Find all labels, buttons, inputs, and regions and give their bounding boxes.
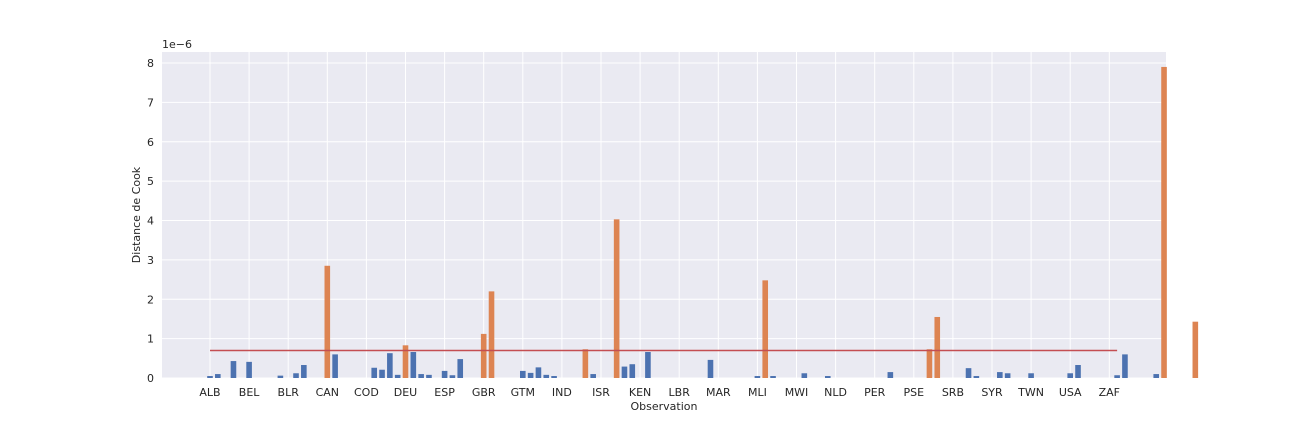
grid-lines	[162, 52, 1166, 379]
bar-obs-32	[457, 359, 464, 378]
bar-obs-92	[926, 349, 933, 378]
bar-obs-23	[387, 353, 393, 378]
x-tick-label-nld: NLD	[824, 386, 847, 399]
bar-obs-126	[1192, 321, 1199, 378]
bar-obs-54	[629, 364, 636, 378]
y-tick-labels: 0 1 2 3 4 5 6 7 8	[147, 57, 154, 385]
x-tick-label-mar: MAR	[706, 386, 731, 399]
bar-obs-64	[707, 359, 714, 378]
bar-obs-79	[824, 376, 831, 378]
bar-obs-110	[1067, 373, 1073, 378]
bar-obs-48	[582, 349, 589, 378]
x-tick-label-ind: IND	[552, 386, 572, 399]
bar-obs-16	[332, 354, 338, 379]
bar-obs-31	[449, 375, 456, 378]
x-tick-label-srb: SRB	[942, 386, 964, 399]
y-tick-label-8: 8	[147, 57, 154, 70]
bar-obs-12	[301, 365, 307, 378]
x-tick-label-gbr: GBR	[472, 386, 496, 399]
bar-obs-101	[997, 372, 1003, 378]
bar-obs-44	[551, 376, 557, 378]
plot-area	[162, 52, 1166, 378]
bar-obs-0	[207, 376, 213, 378]
bar-obs-21	[371, 367, 378, 378]
bar-obs-49	[590, 374, 596, 378]
bar-obs-52	[613, 219, 620, 378]
x-tick-label-gtm: GTM	[511, 386, 535, 399]
bar-obs-56	[645, 352, 651, 378]
bar-obs-105	[1028, 373, 1034, 378]
x-tick-label-cod: COD	[354, 386, 379, 399]
x-tick-label-per: PER	[864, 386, 886, 399]
bar-obs-5	[246, 361, 252, 378]
x-tick-labels: ALB BEL BLR CAN COD DEU ESP GBR GTM IND ISR KEN LBR M…	[199, 386, 1120, 399]
y-scale-label: 1e−6	[162, 38, 192, 51]
bar-obs-1	[215, 374, 221, 378]
bar-obs-40	[520, 370, 526, 378]
y-tick-label-6: 6	[147, 136, 154, 149]
bar-obs-26	[410, 352, 417, 378]
bar-obs-3	[230, 361, 237, 378]
bar-obs-41	[527, 372, 534, 378]
bar-obs-30	[441, 370, 448, 378]
bar-obs-87	[887, 372, 894, 378]
y-tick-label-2: 2	[147, 293, 154, 306]
bars	[207, 66, 1199, 379]
bar-obs-70	[754, 376, 761, 378]
x-tick-label-alb: ALB	[199, 386, 220, 399]
x-tick-label-twn: TWN	[1017, 386, 1044, 399]
x-tick-label-ken: KEN	[629, 386, 651, 399]
y-tick-label-1: 1	[147, 333, 154, 346]
bar-obs-22	[379, 369, 385, 378]
bar-obs-36	[488, 291, 495, 379]
bar-obs-116	[1114, 375, 1120, 378]
bar-obs-35	[480, 333, 487, 378]
bar-obs-53	[621, 366, 628, 378]
y-tick-label-7: 7	[147, 96, 154, 109]
y-tick-label-3: 3	[147, 254, 154, 267]
bar-obs-76	[801, 373, 808, 378]
bar-obs-98	[973, 376, 980, 378]
y-tick-label-5: 5	[147, 175, 154, 188]
y-axis-label: Distance de Cook	[130, 166, 143, 263]
bar-obs-28	[426, 374, 432, 378]
x-tick-label-deu: DEU	[394, 386, 417, 399]
bar-obs-27	[418, 374, 424, 378]
x-tick-label-lbr: LBR	[669, 386, 691, 399]
x-tick-label-mli: MLI	[748, 386, 767, 399]
bar-obs-11	[293, 373, 299, 378]
bar-obs-117	[1122, 354, 1128, 379]
bar-obs-43	[543, 374, 550, 378]
x-tick-label-esp: ESP	[434, 386, 455, 399]
x-tick-label-mwi: MWI	[785, 386, 809, 399]
x-tick-label-pse: PSE	[904, 386, 925, 399]
bar-obs-72	[770, 376, 776, 378]
bar-obs-111	[1075, 365, 1081, 378]
y-tick-label-0: 0	[147, 372, 154, 385]
bar-obs-102	[1004, 373, 1011, 378]
x-tick-label-syr: SYR	[981, 386, 1003, 399]
bar-obs-15	[324, 265, 331, 378]
bar-obs-93	[934, 316, 941, 378]
x-tick-label-bel: BEL	[239, 386, 260, 399]
bar-obs-122	[1161, 66, 1167, 378]
x-axis-label: Observation	[631, 400, 698, 413]
y-tick-label-4: 4	[147, 215, 154, 228]
bar-obs-97	[965, 368, 972, 378]
x-tick-label-usa: USA	[1059, 386, 1082, 399]
bar-obs-24	[394, 374, 401, 378]
bar-obs-25	[402, 345, 409, 378]
x-tick-label-zaf: ZAF	[1099, 386, 1120, 399]
bar-obs-42	[535, 367, 542, 378]
x-tick-label-blr: BLR	[278, 386, 300, 399]
bar-obs-121	[1153, 374, 1160, 378]
x-tick-label-can: CAN	[316, 386, 339, 399]
bar-obs-71	[762, 280, 769, 378]
x-tick-label-isr: ISR	[592, 386, 610, 399]
bar-obs-9	[277, 375, 284, 378]
